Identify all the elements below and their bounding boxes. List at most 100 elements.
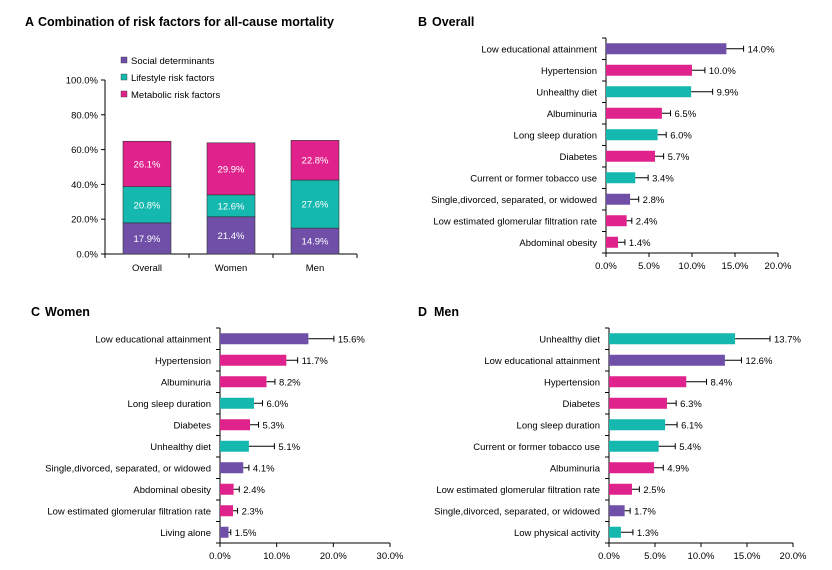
y-tick-label: 40.0% xyxy=(71,180,98,191)
segment-value-label: 26.1% xyxy=(134,159,161,170)
segment-value-label: 12.6% xyxy=(218,201,245,212)
y-category-label: Single,divorced, separated, or widowed xyxy=(431,195,597,206)
y-category-label: Low estimated glomerular filtration rate xyxy=(47,506,211,517)
y-category-label: Single,divorced, separated, or widowed xyxy=(434,506,600,517)
bar-value-label: 1.3% xyxy=(637,528,659,539)
x-category-label: Women xyxy=(215,263,248,274)
bar xyxy=(220,505,234,517)
y-tick-label: 80.0% xyxy=(71,110,98,121)
panel-b-title: Overall xyxy=(432,15,474,29)
panel-d-letter: D xyxy=(418,305,427,319)
x-tick-label: 20.0% xyxy=(765,261,792,272)
bar xyxy=(609,483,632,495)
segment-value-label: 22.8% xyxy=(302,156,329,167)
bar xyxy=(609,505,625,517)
legend-swatch xyxy=(120,90,128,98)
bar-value-label: 2.5% xyxy=(643,485,665,496)
bar xyxy=(606,64,692,76)
x-tick-label: 10.0% xyxy=(688,551,715,562)
bar xyxy=(220,333,309,345)
bar xyxy=(609,440,659,452)
x-tick-label: 10.0% xyxy=(263,551,290,562)
y-category-label: Low physical activity xyxy=(514,528,600,539)
y-category-label: Diabetes xyxy=(563,399,601,410)
bar xyxy=(606,43,727,55)
panel-b-letter: B xyxy=(418,15,427,29)
segment-value-label: 20.8% xyxy=(134,200,161,211)
bar-value-label: 1.4% xyxy=(629,238,651,249)
x-tick-label: 10.0% xyxy=(679,261,706,272)
y-category-label: Unhealthy diet xyxy=(536,87,597,98)
bar-value-label: 8.4% xyxy=(711,377,733,388)
y-category-label: Long sleep duration xyxy=(514,130,597,141)
y-category-label: Diabetes xyxy=(174,420,212,431)
panel-c-title: Women xyxy=(45,305,90,319)
segment-value-label: 21.4% xyxy=(218,231,245,242)
y-category-label: Hypertension xyxy=(155,356,211,367)
panel-b: B Overall 0.0% 5.0% 10.0% 15.0% 20.0% 14.0% Lo… xyxy=(418,15,792,272)
y-category-label: Long sleep duration xyxy=(128,399,211,410)
bar xyxy=(220,354,287,366)
bar-value-label: 1.7% xyxy=(634,506,656,517)
bar xyxy=(606,129,658,141)
y-category-label: Unhealthy diet xyxy=(150,442,211,453)
x-tick-label: 20.0% xyxy=(780,551,807,562)
segment-value-label: 27.6% xyxy=(302,200,329,211)
legend-swatch xyxy=(120,73,128,81)
y-category-label: Albuminuria xyxy=(161,377,212,388)
y-category-label: Albuminuria xyxy=(547,109,598,120)
bar xyxy=(609,354,725,366)
bar-value-label: 2.4% xyxy=(243,485,265,496)
bar-value-label: 9.9% xyxy=(717,87,739,98)
bar-value-label: 11.7% xyxy=(302,356,329,367)
x-tick-label: 30.0% xyxy=(377,551,404,562)
panel-c: C Women 0.0% 10.0% 20.0% 30.0% 15.6% Low educ… xyxy=(31,305,404,562)
y-category-label: Low estimated glomerular filtration rate xyxy=(433,216,597,227)
y-category-label: Abdominal obesity xyxy=(519,238,597,249)
segment-value-label: 29.9% xyxy=(218,164,245,175)
bar-value-label: 5.3% xyxy=(263,420,285,431)
y-category-label: Long sleep duration xyxy=(517,420,600,431)
x-tick-label: 20.0% xyxy=(320,551,347,562)
x-category-label: Men xyxy=(306,263,324,274)
y-tick-label: 60.0% xyxy=(71,145,98,156)
bar-value-label: 6.0% xyxy=(267,399,289,410)
y-category-label: Current or former tobacco use xyxy=(473,442,600,453)
bar-value-label: 3.4% xyxy=(652,173,674,184)
y-category-label: Current or former tobacco use xyxy=(470,173,597,184)
bar-value-label: 5.1% xyxy=(278,442,300,453)
y-category-label: Low estimated glomerular filtration rate xyxy=(436,485,600,496)
legend-entry: Lifestyle risk factors xyxy=(131,73,215,84)
x-tick-label: 15.0% xyxy=(734,551,761,562)
x-tick-label: 15.0% xyxy=(722,261,749,272)
x-tick-label: 0.0% xyxy=(595,261,617,272)
bar-value-label: 5.4% xyxy=(679,442,701,453)
bar-value-label: 10.0% xyxy=(709,66,736,77)
x-tick-label: 5.0% xyxy=(638,261,660,272)
bar xyxy=(220,397,254,409)
y-tick-label: 0.0% xyxy=(76,250,98,261)
legend-entry: Social determinants xyxy=(131,56,215,67)
y-category-label: Hypertension xyxy=(544,377,600,388)
x-category-label: Overall xyxy=(132,263,162,274)
bar-value-label: 2.3% xyxy=(242,506,264,517)
stacked-bar-segment xyxy=(206,142,256,196)
y-category-label: Low educational attainment xyxy=(95,334,211,345)
panel-d-title: Men xyxy=(434,305,459,319)
bar xyxy=(606,193,631,205)
legend-entry: Metabolic risk factors xyxy=(131,90,220,101)
segment-value-label: 17.9% xyxy=(134,234,161,245)
y-category-label: Living alone xyxy=(160,528,211,539)
bar xyxy=(220,440,249,452)
bar-value-label: 14.0% xyxy=(748,44,775,55)
stacked-bar-segment xyxy=(122,222,172,255)
bar xyxy=(606,236,619,248)
bar xyxy=(606,107,662,119)
x-tick-label: 0.0% xyxy=(209,551,231,562)
bar xyxy=(609,526,621,538)
bar-value-label: 12.6% xyxy=(745,356,772,367)
segment-value-label: 14.9% xyxy=(302,237,329,248)
bar-value-label: 15.6% xyxy=(338,334,365,345)
stacked-bar-segment xyxy=(290,140,340,181)
y-tick-label: 100.0% xyxy=(66,76,99,87)
